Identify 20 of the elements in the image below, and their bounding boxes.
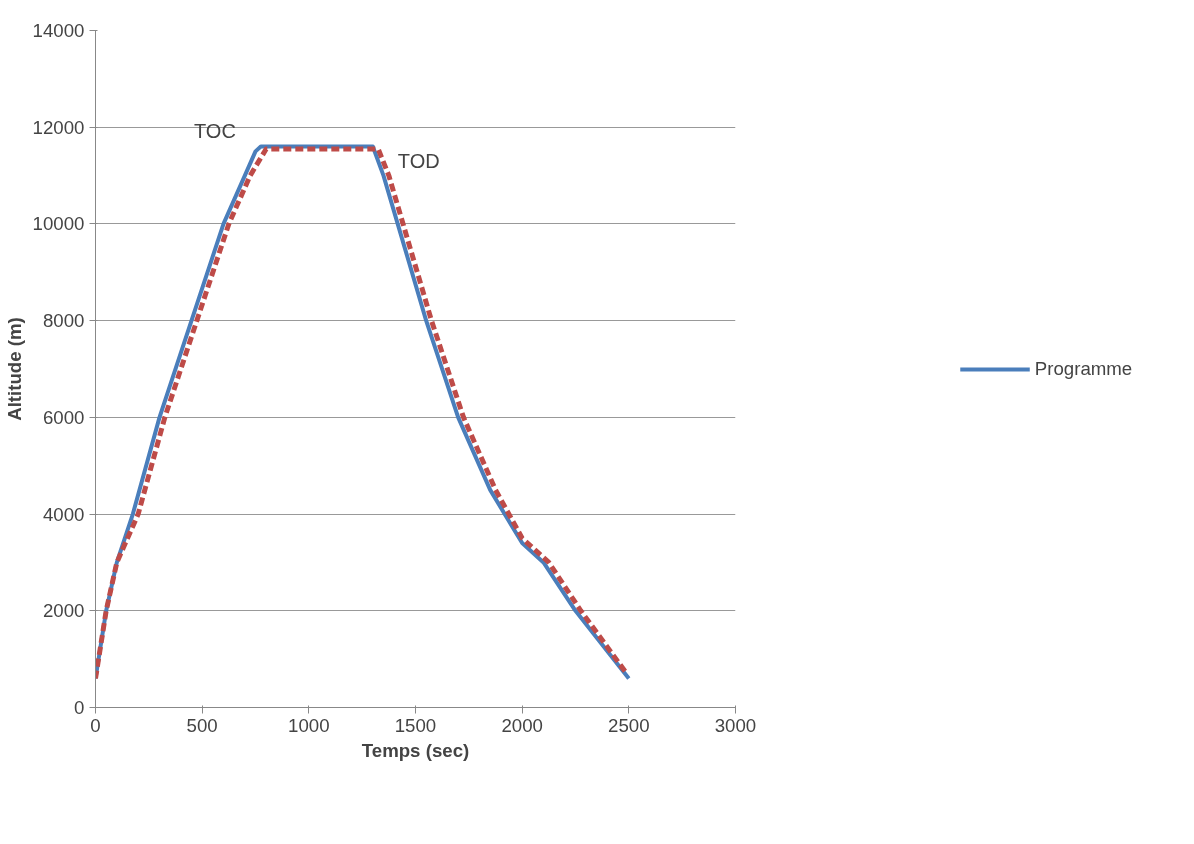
legend-label: Programme: [1034, 357, 1133, 380]
x-axis-title: Temps (sec): [361, 739, 470, 761]
y-tick-label: 12000: [32, 116, 85, 138]
annotation: TOC: [193, 119, 236, 142]
y-tick-label: 10000: [32, 213, 85, 235]
y-tick-label: 2000: [43, 600, 85, 622]
annotation: TOD: [397, 149, 440, 172]
x-tick-label: 1000: [288, 714, 330, 736]
x-tick-label: 500: [186, 714, 218, 736]
y-tick-label: 6000: [43, 406, 85, 428]
y-tick-label: 0: [74, 697, 85, 718]
x-tick-label: 2500: [608, 714, 650, 736]
x-tick-label: 3000: [714, 714, 757, 736]
y-axis-title: Altitude (m): [3, 317, 25, 421]
y-tick-label: 4000: [43, 503, 85, 525]
x-tick-label: 2000: [501, 714, 543, 736]
x-tick-label: 1500: [394, 714, 437, 736]
y-tick-label: 14000: [32, 20, 85, 41]
x-tick-label: 0: [90, 714, 101, 736]
y-tick-label: 8000: [43, 310, 85, 332]
